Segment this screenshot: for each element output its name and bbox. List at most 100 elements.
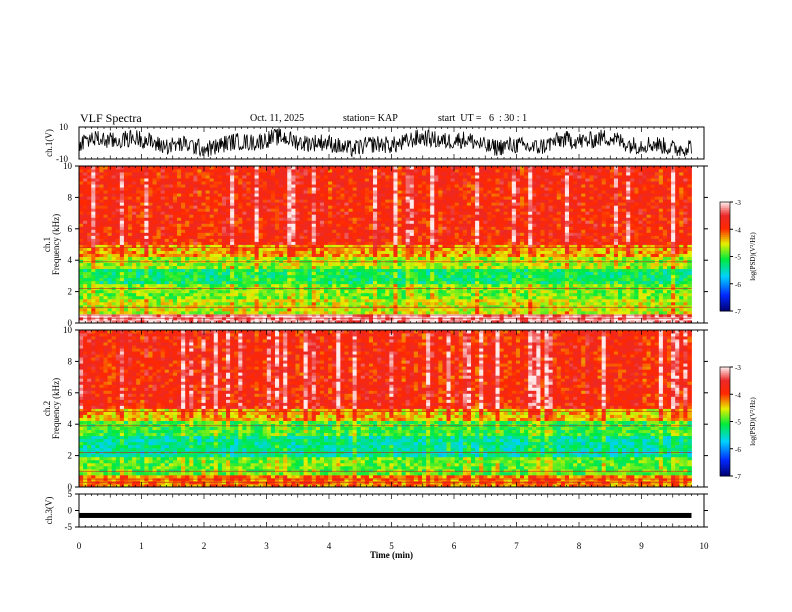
spectrogram-cell bbox=[540, 235, 545, 239]
spectrogram-cell bbox=[430, 280, 435, 285]
spectrogram-cell bbox=[654, 268, 660, 273]
spectrogram-cell bbox=[360, 283, 366, 288]
spectrogram-cell bbox=[515, 307, 521, 312]
spectrogram-cell bbox=[336, 259, 341, 264]
spectrogram-cell bbox=[569, 319, 574, 324]
spectrogram-cell bbox=[148, 310, 153, 315]
spectrogram-cell bbox=[503, 313, 509, 318]
spectrogram-cell bbox=[585, 283, 590, 288]
spectrogram-cell bbox=[381, 307, 386, 312]
spectrogram-cell bbox=[450, 277, 456, 282]
spectrogram-cell bbox=[348, 229, 353, 233]
spectrogram-cell bbox=[307, 310, 313, 315]
spectrogram-cell bbox=[544, 319, 549, 324]
spectrogram-cell bbox=[197, 304, 202, 309]
spectrogram-cell bbox=[564, 313, 570, 318]
spectrogram-cell bbox=[609, 229, 615, 233]
spectrogram-cell bbox=[638, 280, 643, 285]
spectrogram-cell bbox=[613, 307, 619, 312]
spectrogram-cell bbox=[605, 226, 611, 230]
spectrogram-cell bbox=[287, 310, 292, 315]
spectrogram-cell bbox=[613, 256, 619, 260]
spectrogram-cell bbox=[270, 301, 276, 306]
spectrogram-cell bbox=[189, 274, 194, 279]
spectrogram-cell bbox=[238, 277, 243, 282]
spectrogram-cell bbox=[217, 292, 223, 297]
spectrogram-cell bbox=[389, 265, 394, 270]
spectrogram-cell bbox=[315, 298, 321, 303]
spectrogram-cell bbox=[613, 232, 619, 236]
spectrogram-cell bbox=[479, 244, 484, 248]
spectrogram-cell bbox=[373, 229, 378, 233]
spectrogram-cell bbox=[507, 274, 513, 279]
spectrogram-cell bbox=[401, 226, 407, 230]
spectrogram-cell bbox=[475, 256, 480, 260]
spectrogram-cell bbox=[524, 283, 529, 288]
spectrogram-cell bbox=[177, 256, 182, 260]
spectrogram-cell bbox=[585, 289, 590, 294]
spectrogram-cell bbox=[164, 238, 170, 242]
spectrogram-cell bbox=[458, 235, 464, 239]
spectrogram-cell bbox=[569, 241, 574, 245]
spectrogram-cell bbox=[589, 235, 594, 239]
spectrogram-cell bbox=[344, 274, 349, 279]
spectrogram-cell bbox=[270, 268, 276, 273]
spectrogram-cell bbox=[156, 289, 162, 294]
spectrogram-cell bbox=[495, 289, 500, 294]
spectrogram-cell bbox=[364, 235, 370, 239]
spectrogram-cell bbox=[291, 229, 296, 233]
spectrogram-cell bbox=[136, 232, 141, 236]
spectrogram-cell bbox=[426, 301, 431, 306]
spectrogram-cell bbox=[622, 283, 627, 288]
spectrogram-cell bbox=[217, 304, 223, 309]
spectrogram-cell bbox=[315, 247, 321, 251]
spectrogram-cell bbox=[103, 271, 108, 276]
spectrogram-cell bbox=[299, 241, 304, 245]
spectrogram-cell bbox=[417, 313, 423, 318]
spectrogram-cell bbox=[266, 289, 272, 294]
spectrogram-cell bbox=[536, 283, 541, 288]
spectrogram-cell bbox=[246, 313, 251, 318]
spectrogram-cell bbox=[168, 295, 174, 300]
spectrogram-cell bbox=[491, 250, 496, 254]
spectrogram-cell bbox=[279, 268, 284, 273]
spectrogram-cell bbox=[209, 268, 215, 273]
spectrogram-cell bbox=[79, 235, 84, 239]
spectrogram-cell bbox=[528, 274, 533, 279]
spectrogram-cell bbox=[373, 271, 378, 276]
spectrogram-cell bbox=[299, 253, 304, 257]
spectrogram-cell bbox=[238, 283, 243, 288]
spectrogram-cell bbox=[340, 304, 345, 309]
spectrogram-cell bbox=[479, 253, 484, 257]
spectrogram-cell bbox=[613, 295, 619, 300]
spectrogram-cell bbox=[593, 277, 598, 282]
spectrogram-cell bbox=[495, 259, 500, 264]
spectrogram-cell bbox=[409, 226, 415, 230]
spectrogram-cell bbox=[201, 241, 206, 245]
spectrogram-cell bbox=[503, 226, 509, 230]
spectrogram-cell bbox=[413, 298, 419, 303]
spectrogram-cell bbox=[119, 292, 125, 297]
spectrogram-cell bbox=[564, 262, 570, 267]
spectrogram-cell bbox=[434, 223, 439, 227]
spectrogram-cell bbox=[123, 280, 129, 285]
spectrogram-cell bbox=[226, 304, 231, 309]
spectrogram-cell bbox=[291, 292, 296, 297]
spectrogram-cell bbox=[226, 226, 231, 230]
spectrogram-cell bbox=[499, 292, 505, 297]
spectrogram-cell bbox=[397, 262, 402, 267]
spectrogram-cell bbox=[593, 295, 598, 300]
spectrogram-cell bbox=[287, 301, 292, 306]
spectrogram-cell bbox=[336, 232, 341, 236]
spectrogram-cell bbox=[377, 280, 382, 285]
spectrogram-cell bbox=[397, 226, 402, 230]
spectrogram-cell bbox=[140, 229, 145, 233]
spectrogram-cell bbox=[197, 259, 202, 264]
spectrogram-cell bbox=[487, 295, 492, 300]
spectrogram-cell bbox=[356, 232, 362, 236]
spectrogram-cell bbox=[295, 304, 300, 309]
spectrogram-cell bbox=[197, 241, 202, 245]
spectrogram-cell bbox=[266, 238, 272, 242]
spectrogram-cell bbox=[254, 220, 260, 224]
spectrogram-cell bbox=[115, 298, 121, 303]
